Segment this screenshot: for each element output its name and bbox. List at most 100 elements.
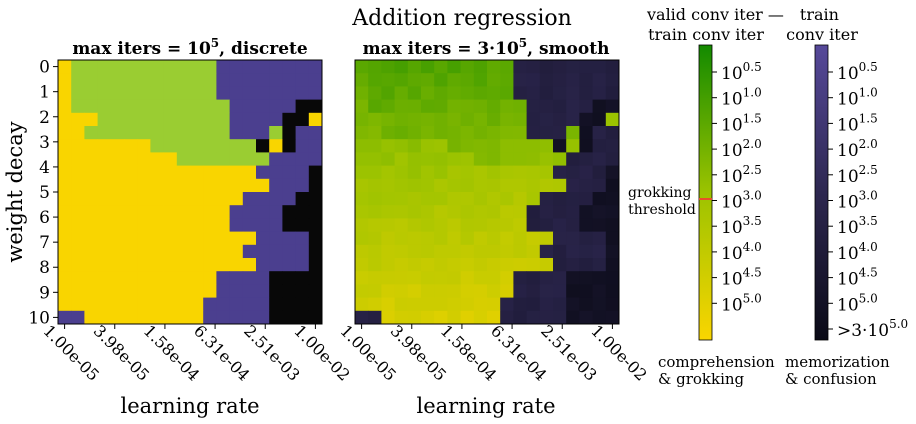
heatmap-cell [282, 192, 296, 206]
heatmap-cell [229, 244, 244, 259]
heatmap-cell [58, 284, 72, 298]
heatmap-cell [381, 99, 395, 114]
heatmap-cell [124, 152, 138, 166]
heatmap-cell [163, 99, 178, 114]
heatmap-cell [513, 205, 527, 219]
heatmap-cell [381, 205, 395, 219]
heatmap-cell [526, 297, 541, 312]
heatmap-cell [190, 258, 204, 272]
heatmap-cell [526, 112, 541, 127]
heatmap-cell [368, 231, 382, 246]
heatmap-cell [229, 139, 244, 153]
heatmap-cell [566, 152, 580, 166]
heatmap-cell [407, 192, 422, 206]
heatmap-cell [84, 139, 98, 153]
heatmap-cell [110, 258, 125, 272]
heatmap-cell [566, 165, 580, 180]
colorbar-right-caption: memorization & confusion [785, 353, 894, 388]
heatmap-cell [553, 73, 567, 87]
heatmap-cell [447, 73, 461, 87]
colorbar-tick-label: 101.5 [837, 111, 878, 135]
heatmap-cell [513, 139, 527, 153]
heatmap-cell [394, 231, 409, 246]
heatmap-cell [526, 192, 541, 206]
heatmap-cell [579, 99, 593, 114]
heatmap-cell [500, 310, 514, 325]
heatmap-cell [394, 271, 409, 285]
heatmap-cell [447, 139, 461, 153]
heatmap-cell [487, 310, 501, 325]
heatmap-cell [421, 126, 435, 140]
heatmap-cell [308, 258, 323, 272]
heatmap-cell [513, 310, 527, 325]
heatmap-cell [487, 271, 501, 285]
heatmap-cell [579, 284, 593, 298]
heatmap-cell [539, 112, 554, 127]
heatmap-cell [566, 218, 580, 232]
heatmap-cell [269, 165, 283, 180]
heatmap-cell [460, 205, 475, 219]
colorbar-left-title-line1: valid conv iter — [646, 5, 784, 24]
heatmap-cell [190, 297, 204, 312]
heatmap-cell [460, 139, 475, 153]
heatmap-cell [84, 231, 98, 246]
heatmap-cell [368, 86, 382, 100]
heatmap-cell [229, 218, 244, 232]
colorbar-right-title-line2: conv iter [786, 25, 858, 44]
heatmap-cell [190, 192, 204, 206]
heatmap-cell [500, 284, 514, 298]
heatmap-cell [256, 284, 270, 298]
heatmap-cell [84, 192, 98, 206]
heatmap-cell [203, 205, 217, 219]
heatmap-cell [566, 231, 580, 246]
heatmap-cell [381, 112, 395, 127]
heatmap-cell [487, 192, 501, 206]
heatmap-cell [579, 244, 593, 259]
heatmap-cell [473, 231, 488, 246]
heatmap-cell [137, 152, 151, 166]
heatmap-cell [539, 139, 554, 153]
heatmap-cell [124, 271, 138, 285]
heatmap-cell [553, 126, 567, 140]
y-tick-label: 0 [39, 58, 50, 78]
heatmap-cell [368, 112, 382, 127]
heatmap-cell [269, 258, 283, 272]
heatmap-cell [84, 258, 98, 272]
heatmap-cell [242, 126, 257, 140]
heatmap-cell [110, 192, 125, 206]
heatmap-cell [434, 99, 448, 114]
heatmap-cell [355, 310, 369, 325]
heatmap-cell [460, 231, 475, 246]
heatmap-cell [579, 310, 593, 325]
heatmap-cell [163, 258, 178, 272]
heatmap-cell [539, 310, 554, 325]
heatmap-cell [137, 218, 151, 232]
heatmap-cell [163, 310, 178, 325]
heatmap-cell [137, 178, 151, 193]
heatmap-cell [526, 99, 541, 114]
heatmap-cell [229, 178, 244, 193]
heatmap-cell [592, 86, 607, 100]
heatmap-cell [203, 192, 217, 206]
heatmap-cell [163, 139, 178, 153]
colorbar-tick-label: 103.5 [721, 214, 762, 238]
heatmap-cell [407, 178, 422, 193]
heatmap-cell [282, 218, 296, 232]
heatmap-cell [381, 218, 395, 232]
colorbar-right: train conv iter 100.5101.0101.5102.0102.… [785, 5, 908, 388]
heatmap-cell [592, 244, 607, 259]
colorbar-tick-label: 104.0 [721, 240, 762, 264]
heatmap-cell [269, 86, 283, 100]
heatmap-cell [256, 310, 270, 325]
heatmap-cell [256, 99, 270, 114]
heatmap-cell [190, 231, 204, 246]
heatmap-cell [190, 126, 204, 140]
heatmap-cell [368, 192, 382, 206]
heatmap-cell [381, 86, 395, 100]
heatmap-cell [176, 178, 191, 193]
heatmap-cell [407, 152, 422, 166]
heatmap-cell [539, 73, 554, 87]
heatmap-cell [553, 86, 567, 100]
heatmap-cell [605, 139, 620, 153]
heatmap-cell [176, 231, 191, 246]
